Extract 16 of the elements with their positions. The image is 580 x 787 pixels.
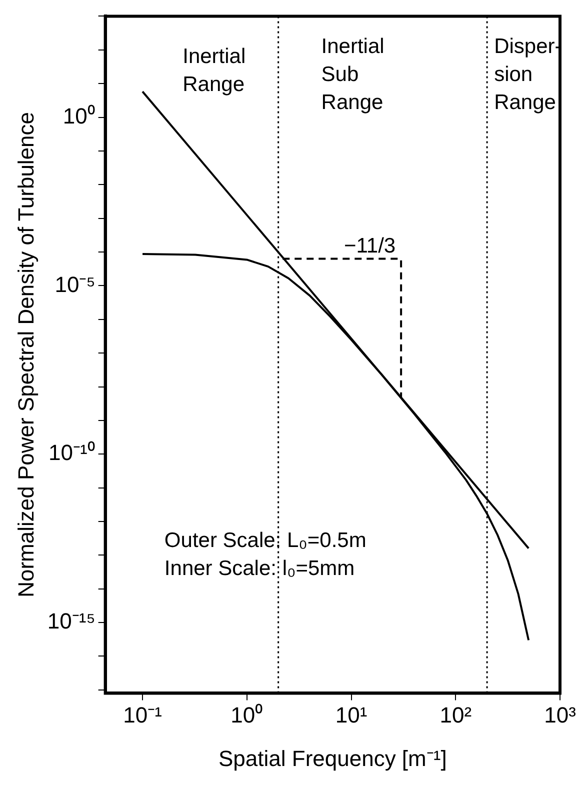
annotation: Disper- sion Range [494, 34, 562, 114]
x-tick-label: 10¹ [335, 702, 368, 728]
y-tick-label: 10⁰ [62, 103, 96, 128]
x-axis-title: Spatial Frequency [m⁻¹] [218, 746, 447, 771]
x-tick-label: 10³ [544, 702, 576, 728]
x-tick-label: 10⁰ [230, 702, 264, 728]
y-axis-title: Normalized Power Spectral Density of Turbulence [13, 112, 38, 598]
x-tick-label: 10⁻¹ [123, 702, 162, 728]
annotation: Inertial Sub Range [321, 34, 384, 114]
annotation: −11/3 [344, 234, 396, 258]
y-tick-label: 10⁻¹⁰ [48, 440, 96, 466]
y-tick-label: 10⁻¹⁵ [47, 608, 96, 634]
y-tick-label: 10⁻⁵ [54, 272, 96, 297]
annotation: Outer Scale: L₀=0.5m Inner Scale: l₀=5mm [164, 529, 366, 580]
annotation: Inertial Range [182, 44, 246, 96]
x-tick-label: 10² [440, 702, 472, 728]
